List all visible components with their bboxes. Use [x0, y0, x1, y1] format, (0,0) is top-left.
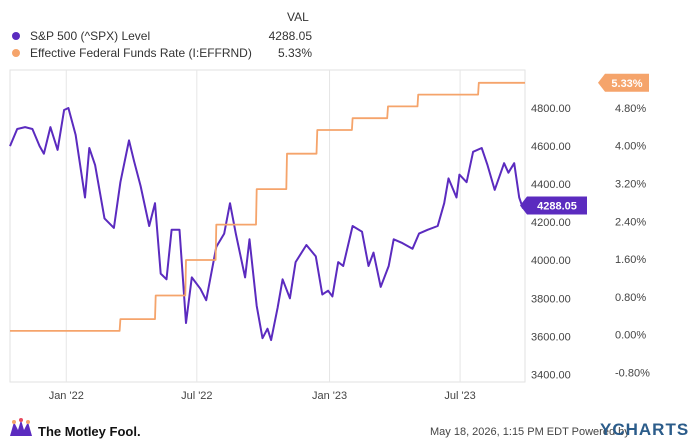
left-axis-tick-label: 3600.00 [531, 331, 571, 343]
brand-text: The Motley Fool. [38, 424, 141, 439]
legend-value-fed-funds: 5.33% [277, 46, 312, 60]
fed-funds-end-value-tag: 5.33% [598, 73, 649, 92]
sp500-line [9, 107, 526, 342]
end-value-label: 4288.05 [537, 200, 577, 212]
left-axis-tick-label: 3400.00 [531, 369, 571, 381]
left-axis-tick-label: 3800.00 [531, 293, 571, 305]
right-axis-tick-label: 2.40% [615, 216, 646, 228]
left-axis-tick-label: 4600.00 [531, 141, 571, 153]
x-tick-label: Jul '23 [444, 390, 475, 402]
end-value-tag-bg [598, 73, 649, 92]
legend-swatch-sp500 [12, 32, 20, 40]
left-axis-tick-label: 4200.00 [531, 217, 571, 229]
legend-label-fed-funds: Effective Federal Funds Rate (I:EFFRND) [30, 46, 252, 60]
legend-swatch-fed-funds [12, 49, 20, 57]
legend-item-fed-funds[interactable]: Effective Federal Funds Rate (I:EFFRND) … [12, 45, 312, 61]
left-axis-tick-label: 4800.00 [531, 103, 571, 115]
sp500-end-value-tag: 4288.05 [520, 196, 587, 215]
x-tick-label: Jan '22 [49, 390, 84, 402]
left-axis-tick-label: 4400.00 [531, 179, 571, 191]
series-layer [9, 81, 526, 342]
footer-timestamp: May 18, 2026, 1:15 PM EDT Powered by [430, 426, 630, 438]
end-value-tag-bg [520, 196, 587, 215]
x-tick-label: Jul '22 [181, 390, 212, 402]
right-axis-tick-label: 4.00% [615, 141, 646, 153]
end-value-label: 5.33% [611, 78, 642, 90]
ycharts-text: YCHARTS [600, 420, 690, 439]
x-tick-label: Jan '23 [312, 390, 347, 402]
line-chart: Jan '22 Jul '22 Jan '23 Jul '23 3400.00 3600.… [9, 69, 650, 402]
right-axis-tick-label: 1.60% [615, 254, 646, 266]
legend-value-sp500: 4288.05 [268, 29, 312, 43]
right-axis-tick-label: 0.00% [615, 330, 646, 342]
legend-item-sp500[interactable]: S&P 500 (^SPX) Level 4288.05 [12, 28, 312, 44]
jester-cap-logo-icon [10, 418, 32, 436]
axis-layer: Jan '22 Jul '22 Jan '23 Jul '23 3400.00 3600.… [49, 103, 650, 402]
fed-funds-line [10, 81, 525, 332]
plot-area-border [9, 69, 526, 383]
right-axis-tick-label: 0.80% [615, 292, 646, 304]
legend-value-header: VAL [287, 10, 309, 24]
ycharts-logo: YCHARTS [600, 420, 689, 440]
label-layer: 4288.05 5.33% [520, 73, 649, 215]
left-axis-tick-label: 4000.00 [531, 255, 571, 267]
right-axis-tick-label: 3.20% [615, 178, 646, 190]
right-axis-tick-label: -0.80% [615, 368, 650, 380]
legend-label-sp500: S&P 500 (^SPX) Level [30, 29, 151, 43]
right-axis-tick-label: 4.80% [615, 103, 646, 115]
